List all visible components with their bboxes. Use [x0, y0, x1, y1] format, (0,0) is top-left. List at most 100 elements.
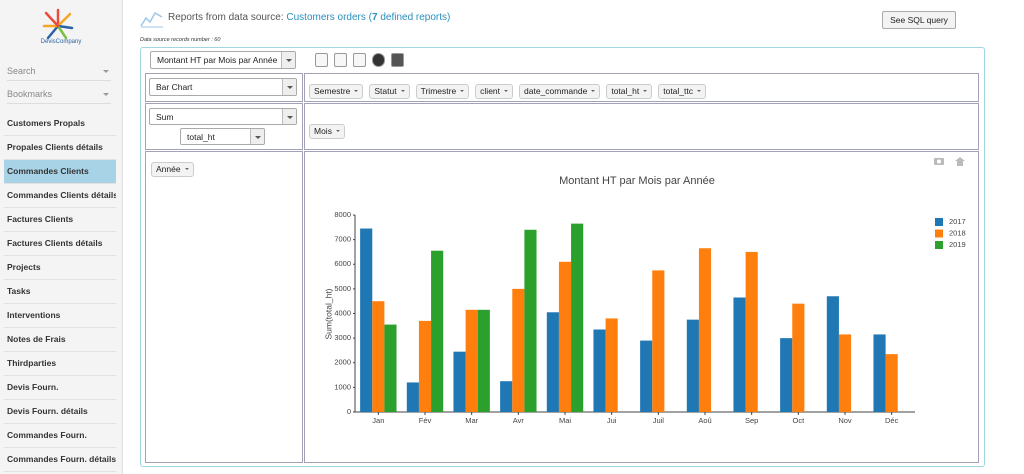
- bar: [792, 304, 804, 412]
- bar: [780, 338, 792, 412]
- search[interactable]: Search: [7, 66, 111, 81]
- bar: [559, 262, 571, 412]
- y-tick-label: 6000: [334, 259, 351, 268]
- report-select[interactable]: Montant HT par Mois par Année: [150, 51, 296, 69]
- bar: [593, 330, 605, 412]
- menu: Customers PropalsPropales Clients détail…: [4, 112, 116, 472]
- field-pill[interactable]: Semestre: [309, 84, 363, 99]
- x-tick-label: Jui: [607, 416, 617, 425]
- x-tick-label: Avr: [513, 416, 525, 425]
- bar: [547, 312, 559, 412]
- legend-swatch: [935, 230, 943, 238]
- x-tick-label: Déc: [885, 416, 899, 425]
- field-pill[interactable]: total_ht: [606, 84, 652, 99]
- field-pill[interactable]: date_commande: [519, 84, 600, 99]
- y-tick-label: 7000: [334, 235, 351, 244]
- bar: [524, 230, 536, 412]
- source-link[interactable]: Customers orders (7 defined reports): [286, 12, 450, 23]
- save-icon[interactable]: [315, 53, 328, 67]
- menu-item[interactable]: Tasks: [4, 280, 116, 304]
- copy-icon[interactable]: [353, 53, 366, 67]
- bar: [699, 248, 711, 412]
- x-tick-label: Fév: [419, 416, 432, 425]
- field-pill[interactable]: Mois: [309, 124, 345, 139]
- x-tick-label: Nov: [838, 416, 852, 425]
- bar: [839, 334, 851, 412]
- rows: Année: [148, 159, 197, 177]
- x-tick-label: Oct: [792, 416, 805, 425]
- bar: [687, 320, 699, 412]
- bar: [384, 325, 396, 412]
- y-tick-label: 5000: [334, 284, 351, 293]
- edit-icon[interactable]: [334, 53, 347, 67]
- legend-label: 2019: [949, 240, 966, 249]
- y-tick-label: 2000: [334, 358, 351, 367]
- aggregator-field[interactable]: total_ht: [180, 128, 265, 145]
- bar: [873, 334, 885, 412]
- menu-item[interactable]: Commandes Fourn.: [4, 424, 116, 448]
- menu-item[interactable]: Factures Clients: [4, 208, 116, 232]
- menu-item[interactable]: Thirdparties: [4, 352, 116, 376]
- header-prefix: Reports from data source:: [168, 12, 284, 23]
- bar: [478, 310, 490, 412]
- x-tick-label: Juil: [653, 416, 665, 425]
- field-pill[interactable]: client: [475, 84, 513, 99]
- field-pill[interactable]: Statut: [369, 84, 409, 99]
- bookmarks[interactable]: Bookmarks: [7, 89, 111, 104]
- bar: [606, 318, 618, 412]
- x-tick-label: Mar: [465, 416, 478, 425]
- legend-label: 2017: [949, 217, 966, 226]
- menu-item[interactable]: Projects: [4, 256, 116, 280]
- menu-item[interactable]: Devis Fourn.: [4, 376, 116, 400]
- field-pill[interactable]: Année: [151, 162, 194, 177]
- records: Data source records number : 60: [140, 37, 220, 43]
- records-label: Data source records number :: [140, 37, 213, 43]
- bar: [512, 289, 524, 412]
- y-tick-label: 4000: [334, 308, 351, 317]
- x-tick-label: Aoû: [698, 416, 711, 425]
- menu-item[interactable]: Factures Clients détails: [4, 232, 116, 256]
- legend-swatch: [935, 241, 943, 249]
- y-tick-label: 0: [347, 407, 351, 416]
- reports-text: defined reports): [380, 12, 450, 23]
- field-pill[interactable]: total_ttc: [658, 84, 706, 99]
- sql-button[interactable]: See SQL query: [882, 11, 956, 29]
- menu-item[interactable]: Commandes Clients: [4, 160, 116, 184]
- menu-item[interactable]: Notes de Frais: [4, 328, 116, 352]
- chart: Montant HT par Mois par Année Sum(total_…: [305, 151, 978, 462]
- y-tick-label: 3000: [334, 333, 351, 342]
- menu-item[interactable]: Devis Fourn. détails: [4, 400, 116, 424]
- x-tick-label: Mai: [559, 416, 571, 425]
- menu-item[interactable]: Commandes Clients détails: [4, 184, 116, 208]
- bar: [827, 296, 839, 412]
- logo-text: DevisCompany: [0, 39, 122, 45]
- columns: Mois: [306, 121, 348, 139]
- renderer-select[interactable]: Bar Chart: [149, 78, 297, 96]
- bar: [746, 252, 758, 412]
- legend-label: 2018: [949, 228, 966, 237]
- legend-swatch: [935, 218, 943, 226]
- y-axis-label: Sum(total_ht): [323, 288, 333, 339]
- delete-icon[interactable]: [391, 53, 404, 67]
- menu-item[interactable]: Commandes Fourn. détails: [4, 448, 116, 472]
- bar: [640, 341, 652, 412]
- bar: [571, 224, 583, 412]
- menu-item[interactable]: Interventions: [4, 304, 116, 328]
- add-icon[interactable]: [372, 53, 385, 67]
- x-tick-label: Sep: [745, 416, 758, 425]
- bar: [733, 297, 745, 412]
- chart-title: Montant HT par Mois par Année: [559, 175, 715, 187]
- bar: [652, 270, 664, 412]
- menu-item[interactable]: Customers Propals: [4, 112, 116, 136]
- x-tick-label: Jan: [372, 416, 384, 425]
- bar: [419, 321, 431, 412]
- y-tick-label: 8000: [334, 210, 351, 219]
- bar: [886, 354, 898, 412]
- bar: [453, 352, 465, 412]
- source-name[interactable]: Customers orders: [286, 12, 365, 23]
- field-pill[interactable]: Trimestre: [416, 84, 470, 99]
- menu-item[interactable]: Propales Clients détails: [4, 136, 116, 160]
- columns-cell: [304, 103, 979, 150]
- aggregator-select[interactable]: Sum: [149, 108, 297, 125]
